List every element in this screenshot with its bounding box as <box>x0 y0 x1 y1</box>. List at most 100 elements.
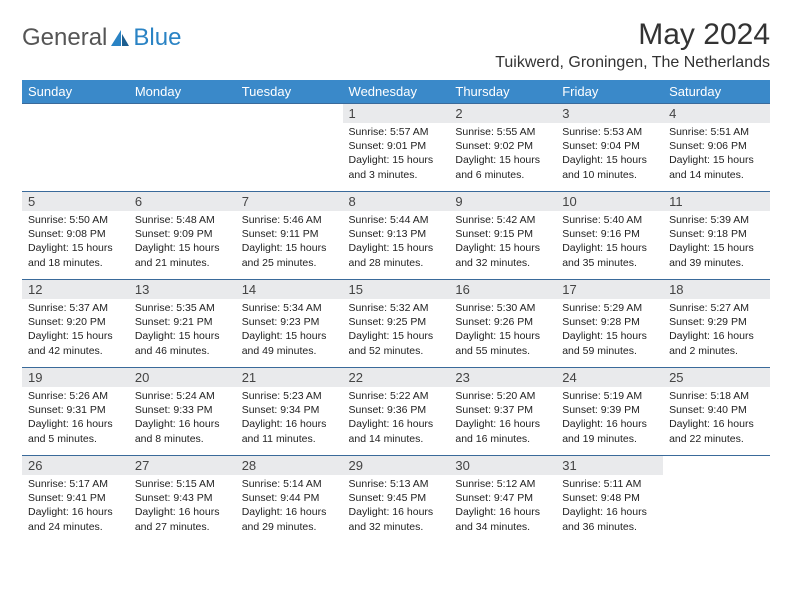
weekday-header: Saturday <box>663 80 770 104</box>
sunset-line: Sunset: 9:44 PM <box>242 491 337 505</box>
day-data: Sunrise: 5:26 AMSunset: 9:31 PMDaylight:… <box>22 387 129 450</box>
sunrise-line: Sunrise: 5:14 AM <box>242 477 337 491</box>
day-data: Sunrise: 5:37 AMSunset: 9:20 PMDaylight:… <box>22 299 129 362</box>
daylight-line: Daylight: 15 hours and 21 minutes. <box>135 241 230 269</box>
sail-icon <box>109 28 131 48</box>
sunrise-line: Sunrise: 5:30 AM <box>455 301 550 315</box>
calendar-cell: 13Sunrise: 5:35 AMSunset: 9:21 PMDayligh… <box>129 280 236 368</box>
sunset-line: Sunset: 9:33 PM <box>135 403 230 417</box>
day-data <box>663 475 770 481</box>
day-data: Sunrise: 5:20 AMSunset: 9:37 PMDaylight:… <box>449 387 556 450</box>
location-subtitle: Tuikwerd, Groningen, The Netherlands <box>495 54 770 72</box>
daylight-line: Daylight: 16 hours and 34 minutes. <box>455 505 550 533</box>
brand-part1: General <box>22 24 107 52</box>
calendar-cell <box>236 104 343 192</box>
calendar-cell <box>129 104 236 192</box>
sunset-line: Sunset: 9:20 PM <box>28 315 123 329</box>
day-number: 18 <box>663 280 770 299</box>
calendar-week-row: 26Sunrise: 5:17 AMSunset: 9:41 PMDayligh… <box>22 456 770 544</box>
sunrise-line: Sunrise: 5:37 AM <box>28 301 123 315</box>
weekday-header: Tuesday <box>236 80 343 104</box>
day-data: Sunrise: 5:35 AMSunset: 9:21 PMDaylight:… <box>129 299 236 362</box>
calendar-cell: 5Sunrise: 5:50 AMSunset: 9:08 PMDaylight… <box>22 192 129 280</box>
calendar-cell: 2Sunrise: 5:55 AMSunset: 9:02 PMDaylight… <box>449 104 556 192</box>
day-number: 13 <box>129 280 236 299</box>
sunrise-line: Sunrise: 5:11 AM <box>562 477 657 491</box>
brand-logo: General Blue <box>22 24 181 52</box>
sunset-line: Sunset: 9:06 PM <box>669 139 764 153</box>
sunrise-line: Sunrise: 5:55 AM <box>455 125 550 139</box>
calendar-cell: 26Sunrise: 5:17 AMSunset: 9:41 PMDayligh… <box>22 456 129 544</box>
sunset-line: Sunset: 9:41 PM <box>28 491 123 505</box>
day-number: 27 <box>129 456 236 475</box>
day-number: 15 <box>343 280 450 299</box>
month-title: May 2024 <box>495 18 770 52</box>
daylight-line: Daylight: 15 hours and 3 minutes. <box>349 153 444 181</box>
calendar-cell: 24Sunrise: 5:19 AMSunset: 9:39 PMDayligh… <box>556 368 663 456</box>
daylight-line: Daylight: 15 hours and 59 minutes. <box>562 329 657 357</box>
daylight-line: Daylight: 16 hours and 32 minutes. <box>349 505 444 533</box>
sunrise-line: Sunrise: 5:12 AM <box>455 477 550 491</box>
day-data: Sunrise: 5:46 AMSunset: 9:11 PMDaylight:… <box>236 211 343 274</box>
day-number: 5 <box>22 192 129 211</box>
sunrise-line: Sunrise: 5:26 AM <box>28 389 123 403</box>
weekday-header: Thursday <box>449 80 556 104</box>
day-number: 7 <box>236 192 343 211</box>
calendar-cell: 1Sunrise: 5:57 AMSunset: 9:01 PMDaylight… <box>343 104 450 192</box>
sunrise-line: Sunrise: 5:46 AM <box>242 213 337 227</box>
daylight-line: Daylight: 15 hours and 42 minutes. <box>28 329 123 357</box>
day-data: Sunrise: 5:22 AMSunset: 9:36 PMDaylight:… <box>343 387 450 450</box>
calendar-cell: 31Sunrise: 5:11 AMSunset: 9:48 PMDayligh… <box>556 456 663 544</box>
sunset-line: Sunset: 9:34 PM <box>242 403 337 417</box>
day-number: 22 <box>343 368 450 387</box>
sunset-line: Sunset: 9:47 PM <box>455 491 550 505</box>
day-data: Sunrise: 5:42 AMSunset: 9:15 PMDaylight:… <box>449 211 556 274</box>
sunrise-line: Sunrise: 5:39 AM <box>669 213 764 227</box>
day-number: 21 <box>236 368 343 387</box>
day-number: 10 <box>556 192 663 211</box>
day-data <box>22 123 129 129</box>
calendar-week-row: 1Sunrise: 5:57 AMSunset: 9:01 PMDaylight… <box>22 104 770 192</box>
day-data: Sunrise: 5:27 AMSunset: 9:29 PMDaylight:… <box>663 299 770 362</box>
brand-part2: Blue <box>133 24 181 52</box>
weekday-header: Friday <box>556 80 663 104</box>
daylight-line: Daylight: 15 hours and 6 minutes. <box>455 153 550 181</box>
sunrise-line: Sunrise: 5:35 AM <box>135 301 230 315</box>
sunset-line: Sunset: 9:45 PM <box>349 491 444 505</box>
calendar-cell: 21 Sunrise: 5:23 AMSunset: 9:34 PMDayligh… <box>236 368 343 456</box>
sunrise-line: Sunrise: 5:19 AM <box>562 389 657 403</box>
day-data: Sunrise: 5:13 AMSunset: 9:45 PMDaylight:… <box>343 475 450 538</box>
calendar-week-row: 12Sunrise: 5:37 AMSunset: 9:20 PMDayligh… <box>22 280 770 368</box>
calendar-cell: 7Sunrise: 5:46 AMSunset: 9:11 PMDaylight… <box>236 192 343 280</box>
sunrise-line: Sunrise: 5:29 AM <box>562 301 657 315</box>
sunrise-line: Sunrise: 5:17 AM <box>28 477 123 491</box>
calendar-week-row: 5Sunrise: 5:50 AMSunset: 9:08 PMDaylight… <box>22 192 770 280</box>
day-number: 28 <box>236 456 343 475</box>
sunrise-line: Sunrise: 5:50 AM <box>28 213 123 227</box>
daylight-line: Daylight: 16 hours and 11 minutes. <box>242 417 337 445</box>
day-number: 24 <box>556 368 663 387</box>
day-number: 20 <box>129 368 236 387</box>
day-data: Sunrise: 5:30 AMSunset: 9:26 PMDaylight:… <box>449 299 556 362</box>
day-data: Sunrise: 5:53 AMSunset: 9:04 PMDaylight:… <box>556 123 663 186</box>
calendar-cell: 17Sunrise: 5:29 AMSunset: 9:28 PMDayligh… <box>556 280 663 368</box>
calendar-cell <box>22 104 129 192</box>
day-number: 1 <box>343 104 450 123</box>
sunset-line: Sunset: 9:21 PM <box>135 315 230 329</box>
daylight-line: Daylight: 15 hours and 52 minutes. <box>349 329 444 357</box>
sunrise-line: Sunrise: 5:23 AM <box>242 389 337 403</box>
calendar-cell: 9Sunrise: 5:42 AMSunset: 9:15 PMDaylight… <box>449 192 556 280</box>
daylight-line: Daylight: 15 hours and 46 minutes. <box>135 329 230 357</box>
day-number: 31 <box>556 456 663 475</box>
calendar-cell: 19Sunrise: 5:26 AMSunset: 9:31 PMDayligh… <box>22 368 129 456</box>
calendar-cell: 4Sunrise: 5:51 AMSunset: 9:06 PMDaylight… <box>663 104 770 192</box>
sunset-line: Sunset: 9:26 PM <box>455 315 550 329</box>
sunrise-line: Sunrise: 5:13 AM <box>349 477 444 491</box>
calendar-cell: 16Sunrise: 5:30 AMSunset: 9:26 PMDayligh… <box>449 280 556 368</box>
daylight-line: Daylight: 16 hours and 36 minutes. <box>562 505 657 533</box>
day-data: Sunrise: 5:32 AMSunset: 9:25 PMDaylight:… <box>343 299 450 362</box>
day-data: Sunrise: 5:40 AMSunset: 9:16 PMDaylight:… <box>556 211 663 274</box>
daylight-line: Daylight: 16 hours and 27 minutes. <box>135 505 230 533</box>
day-number: 17 <box>556 280 663 299</box>
daylight-line: Daylight: 15 hours and 10 minutes. <box>562 153 657 181</box>
